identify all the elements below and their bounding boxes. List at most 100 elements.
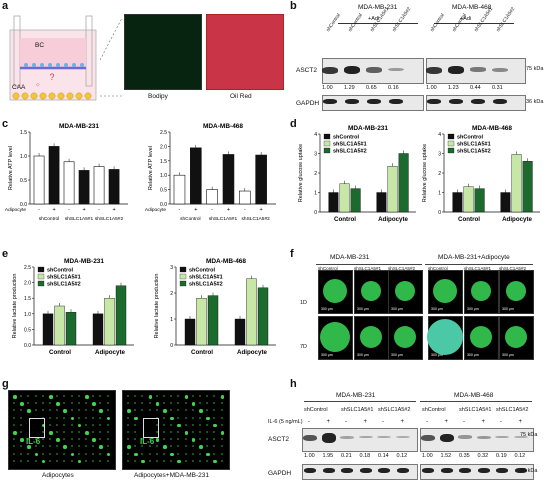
g-spot <box>63 423 66 426</box>
b-asct2-band <box>366 67 382 73</box>
g-spot <box>34 402 37 405</box>
g-spot <box>27 409 31 413</box>
e-legend-swatch <box>179 273 187 280</box>
g-spot <box>99 409 103 413</box>
h-group-label: shControl <box>422 407 446 413</box>
h-gapdh-band <box>359 468 372 473</box>
g-spot <box>213 431 216 433</box>
h-gapdh-band <box>440 468 453 473</box>
e-legend-label: shSLC1A5#1 <box>189 275 223 281</box>
g-spot <box>155 459 158 462</box>
g-spot <box>127 445 131 449</box>
g-spot <box>106 431 109 433</box>
b-cell1: MDA-MB-231 <box>358 4 398 11</box>
e0-tick-label: 1.0 <box>24 312 31 318</box>
e-legend-label: shSLC1A5#1 <box>47 275 81 281</box>
g-spot <box>163 452 165 455</box>
g-spot <box>206 431 209 433</box>
g-spot <box>170 395 173 397</box>
g-spot <box>155 395 158 397</box>
g-spot <box>213 416 216 419</box>
g-spot <box>191 423 194 426</box>
g-spot <box>191 409 194 412</box>
h-quant: 0.19 <box>496 453 507 459</box>
g-spot <box>99 431 102 433</box>
f-image: 300 μm <box>464 316 499 360</box>
panel-label-a: a <box>2 0 9 12</box>
g-spot <box>170 452 174 457</box>
f-scale: 300 μm <box>357 307 369 311</box>
g-spot <box>41 438 44 441</box>
g-spot <box>92 395 95 397</box>
g-spot <box>92 416 95 419</box>
g-spot <box>20 452 23 455</box>
g-spot <box>220 431 225 435</box>
c0-tick-label: 0.5 <box>20 178 27 184</box>
e-bar <box>104 298 115 346</box>
f-col-label: shControl <box>318 266 338 271</box>
g-spot <box>70 402 73 405</box>
g-spot <box>99 445 103 449</box>
g-spot <box>199 423 201 426</box>
g-spot <box>27 438 30 441</box>
panel-label-h: h <box>290 378 297 390</box>
g-spot <box>155 423 158 426</box>
e1-tick-label: 1 <box>170 317 173 323</box>
b-asct2-band <box>470 67 486 73</box>
g-spot <box>134 409 137 412</box>
g-spot <box>63 402 66 405</box>
f-spheroid <box>361 281 381 301</box>
b-quant: 1.00 <box>322 85 333 91</box>
b-quant: 0.16 <box>388 85 399 91</box>
e-bar <box>65 312 77 346</box>
g-spot <box>213 402 216 405</box>
h-cell2: MDA-MB-468 <box>454 392 494 399</box>
g-spot <box>85 409 87 412</box>
d0-ylabel: Relative glucose uptake <box>298 144 304 202</box>
f-spheroid <box>427 319 463 355</box>
f-image: 300 μm <box>354 270 389 314</box>
c0-ylabel: Relative ATP level <box>8 146 14 190</box>
g-spot <box>177 409 180 412</box>
g-spot <box>49 431 53 435</box>
g-spot <box>141 395 144 397</box>
h-il6-label: IL-6 (5 ng/mL) <box>268 419 303 425</box>
h-quant: 0.12 <box>514 453 526 459</box>
h-asct2-band <box>495 435 509 439</box>
g-spot <box>213 459 217 464</box>
g-spot <box>163 416 165 419</box>
h-sign: + <box>444 419 449 425</box>
g-spot <box>134 423 137 426</box>
g-spot <box>148 395 153 399</box>
d-legend-swatch <box>323 147 331 154</box>
g-spot <box>63 416 66 419</box>
c-bar <box>222 154 235 205</box>
h-group-label: shSLC1A5#1 <box>341 407 374 413</box>
g-spot <box>106 423 109 426</box>
d-legend-label: shSLC1A5#2 <box>457 149 491 155</box>
g-spot <box>170 431 173 433</box>
e0-tick-label: 0.5 <box>24 327 31 333</box>
g-spot <box>134 395 137 397</box>
e-legend-swatch <box>179 266 187 273</box>
zoom-lines <box>99 17 123 102</box>
h-sign: - <box>345 419 347 425</box>
g-spot <box>134 459 137 462</box>
e0-tick-label: 1.5 <box>24 296 31 302</box>
c-group-label: shSLC1A5#1 <box>65 216 94 222</box>
g-spot <box>213 445 216 448</box>
h-gapdh-band <box>514 468 527 473</box>
h-asct2-band <box>513 435 528 439</box>
e-legend-swatch <box>37 266 45 273</box>
g-spot <box>99 395 102 397</box>
c-bar <box>33 155 45 205</box>
c-bar <box>48 146 60 205</box>
b-quant: 0.65 <box>366 85 377 91</box>
d-category: Control <box>458 216 480 223</box>
f-line1 <box>316 264 422 265</box>
g-spot <box>27 445 31 449</box>
g-spot <box>13 409 15 412</box>
d-bar <box>398 153 409 213</box>
g-spot <box>63 409 67 413</box>
h-quant: 1.00 <box>422 453 433 459</box>
